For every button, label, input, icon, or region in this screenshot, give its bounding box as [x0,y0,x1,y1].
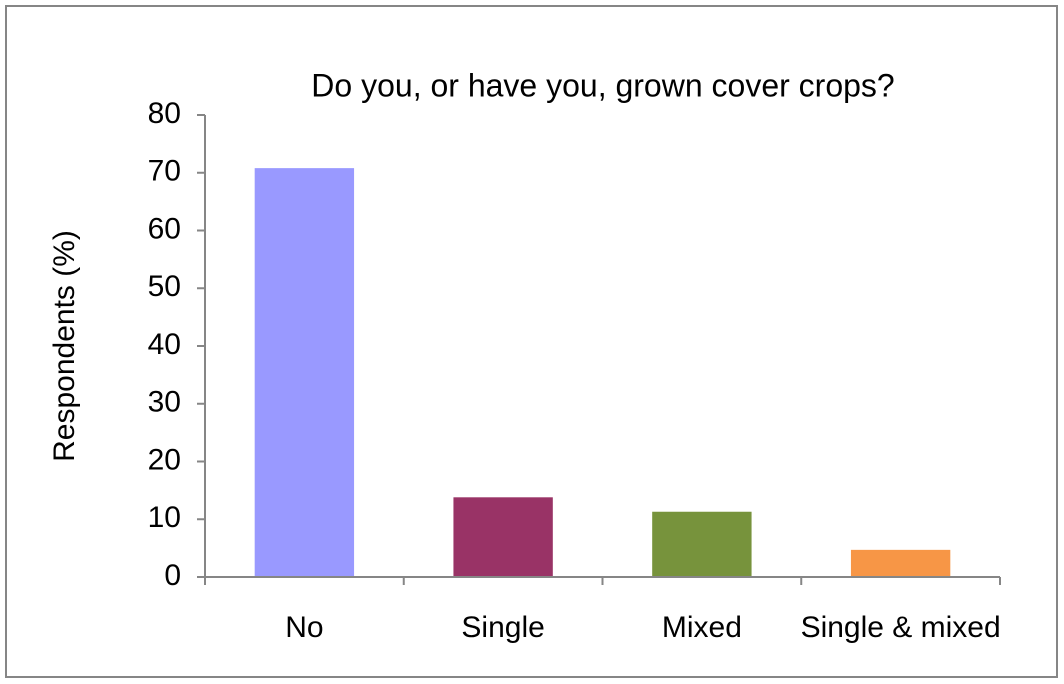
y-axis-label: Respondents (%) [48,230,81,462]
bar [652,511,752,577]
y-tick-label: 0 [164,559,181,592]
y-tick-label: 40 [148,328,181,361]
chart-title: Do you, or have you, grown cover crops? [311,67,894,103]
y-tick-label: 20 [148,443,181,476]
y-tick-label: 70 [148,155,181,188]
y-tick-label: 80 [148,97,181,130]
y-tick-label: 60 [148,212,181,245]
x-tick-label: Single & mixed [801,611,1001,644]
bar [453,497,553,577]
x-tick-label: Single [461,611,544,644]
bar [254,168,355,577]
y-tick-label: 10 [148,501,181,534]
bar [850,549,951,577]
y-tick-label: 50 [148,270,181,303]
x-tick-label: Mixed [662,611,742,644]
x-tick-label: No [285,611,323,644]
y-tick-label: 30 [148,386,181,419]
